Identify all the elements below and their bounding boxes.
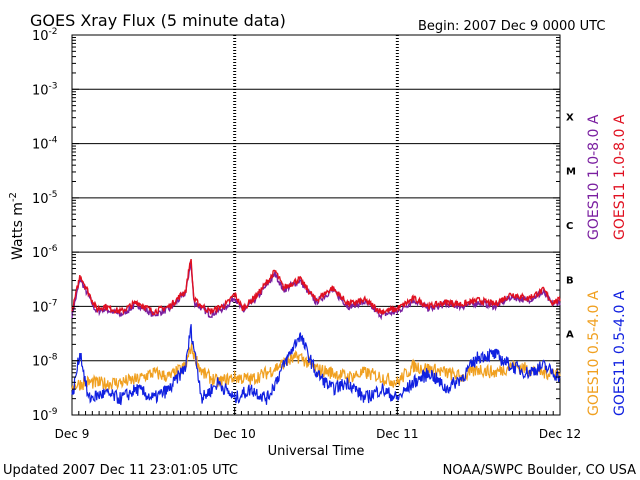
source-credit: NOAA/SWPC Boulder, CO USA [443,463,636,478]
legend-entry: GOES11 0.5-4.0 A [612,290,628,416]
legend-entry: GOES10 1.0-8.0 A [586,114,602,240]
y-tick-label: 10-7 [32,298,58,315]
x-tick-label: Dec 12 [539,427,581,441]
legend: GOES10 1.0-8.0 A GOES11 1.0-8.0 A GOES10 0… [586,114,628,416]
grid-lines [72,34,560,416]
chart-title: GOES Xray Flux (5 minute data) [30,11,286,30]
y-tick-label: 10-9 [32,407,58,424]
plot-area [71,34,561,416]
y-tick-label: 10-8 [32,353,58,370]
flare-class-label: B [566,275,574,286]
x-tick-label: Dec 9 [55,427,90,441]
y-tick-label: 10-6 [32,244,58,261]
flare-class-label: M [566,167,576,178]
flare-class-labels: X M C B A [566,112,576,340]
y-tick-label: 10-3 [32,81,58,98]
series-line [71,258,561,316]
y-tick-label: 10-4 [32,136,58,153]
x-tick-label: Dec 10 [214,427,256,441]
flare-class-label: A [566,330,574,341]
legend-entry: GOES10 0.5-4.0 A [586,290,602,416]
y-tick-label: 10-2 [32,27,58,44]
y-axis-label: Watts m-2 [8,192,26,260]
flare-class-label: X [566,112,574,123]
series-line [71,342,561,393]
updated-timestamp: Updated 2007 Dec 11 23:01:05 UTC [3,463,238,478]
flare-class-label: C [566,221,573,232]
x-tick-label: Dec 11 [376,427,418,441]
y-axis-label-exponent: -2 [8,192,19,202]
series-line [71,324,561,406]
x-axis-label: Universal Time [268,444,365,459]
begin-label: Begin: 2007 Dec 9 0000 UTC [418,19,605,34]
y-axis: 10-2 10-3 10-4 10-5 10-6 10-7 10-8 10-9 [32,27,560,424]
legend-entry: GOES11 1.0-8.0 A [612,114,628,240]
series-layer [71,258,561,406]
y-axis-label-base: Watts m [10,202,26,260]
x-axis: Dec 9 Dec 10 Dec 11 Dec 12 [55,407,581,441]
y-tick-label: 10-5 [32,190,58,207]
